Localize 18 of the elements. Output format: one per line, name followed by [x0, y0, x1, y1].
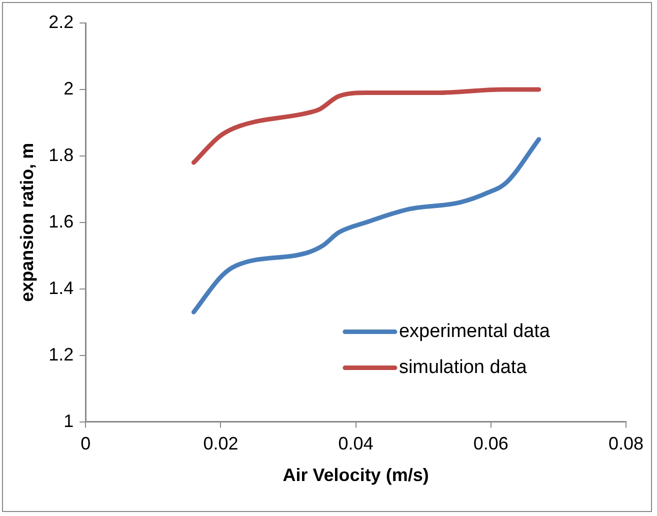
x-tick-label: 0.06 — [473, 434, 508, 454]
y-tick-label: 1.2 — [48, 344, 74, 364]
y-tick-label: 2 — [64, 78, 74, 98]
x-axis-title: Air Velocity (m/s) — [282, 465, 429, 486]
legend-label: experimental data — [398, 321, 550, 342]
legend-label: simulation data — [398, 357, 528, 378]
line-series — [191, 137, 542, 314]
x-tick-label: 0.08 — [608, 434, 644, 454]
y-tick-label: 1 — [64, 410, 74, 431]
y-axis-title: expansion ratio, m — [16, 142, 37, 302]
x-tick-label: 0.02 — [203, 434, 238, 454]
x-tick-label: 0.04 — [338, 434, 374, 454]
y-tick-label: 1.4 — [48, 278, 74, 298]
line-series — [191, 87, 542, 165]
y-tick-label: 1.8 — [48, 144, 74, 165]
y-tick-label: 2.2 — [48, 12, 74, 32]
y-tick-label: 1.6 — [48, 211, 74, 232]
x-tick-label: 0 — [80, 434, 91, 454]
